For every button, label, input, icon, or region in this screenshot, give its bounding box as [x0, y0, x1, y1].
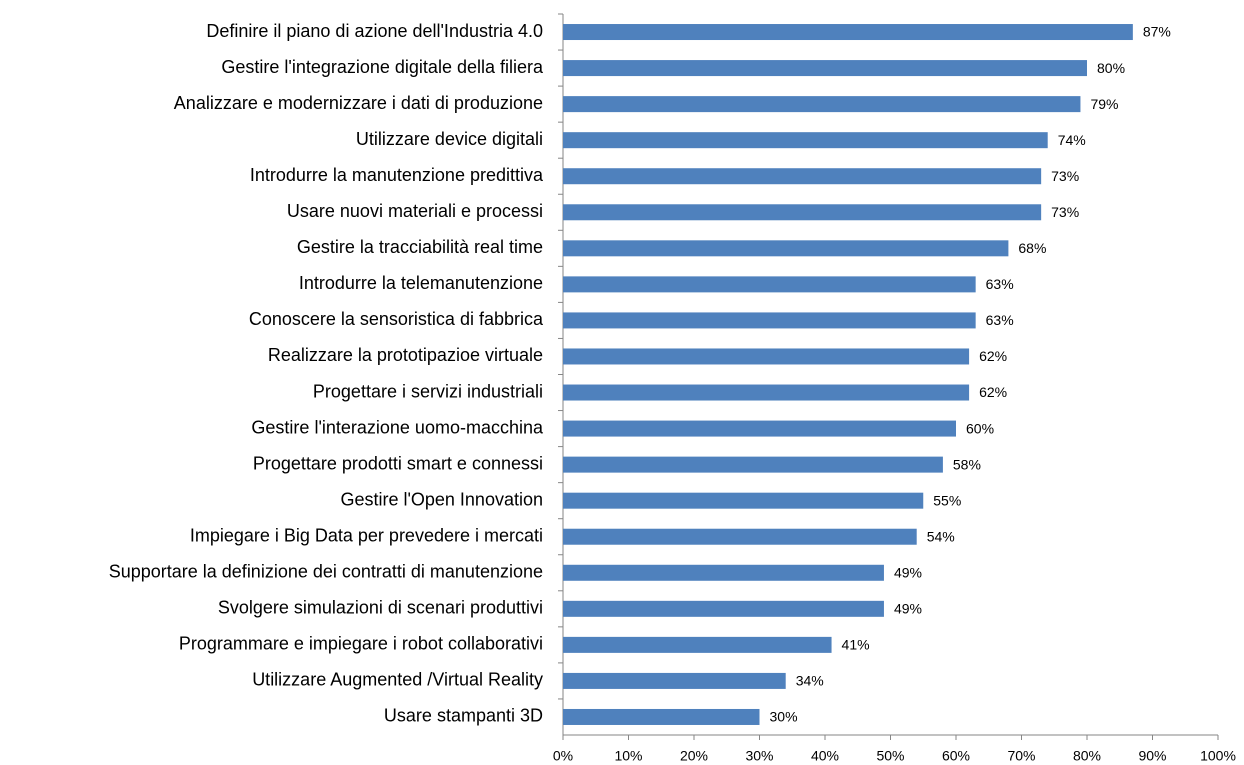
bar [563, 96, 1081, 113]
value-label: 49% [894, 601, 922, 617]
bar [563, 348, 970, 365]
y-tick-label: Progettare prodotti smart e connessi [253, 453, 543, 473]
y-tick-label: Utilizzare Augmented /Virtual Reality [252, 670, 543, 690]
bar [563, 132, 1048, 149]
y-tick-label: Utilizzare device digitali [356, 129, 543, 149]
value-label: 60% [966, 420, 994, 436]
value-label: 58% [953, 456, 981, 472]
value-label: 41% [842, 637, 870, 653]
bar [563, 636, 832, 653]
y-tick-label: Programmare e impiegare i robot collabor… [179, 634, 543, 654]
value-label: 80% [1097, 60, 1125, 76]
value-label: 55% [933, 492, 961, 508]
bar [563, 528, 917, 545]
y-tick-label: Realizzare la prototipazioe virtuale [268, 345, 543, 365]
x-tick-label: 80% [1073, 748, 1101, 764]
bar [563, 420, 956, 437]
value-label: 63% [986, 312, 1014, 328]
value-label: 73% [1051, 168, 1079, 184]
y-tick-label: Gestire l'interazione uomo-macchina [251, 417, 544, 437]
y-tick-label: Gestire l'Open Innovation [340, 489, 543, 509]
bar [563, 312, 976, 329]
value-label: 79% [1090, 96, 1118, 112]
y-tick-label: Supportare la definizione dei contratti … [109, 562, 543, 582]
x-tick-label: 90% [1138, 748, 1166, 764]
x-tick-label: 70% [1007, 748, 1035, 764]
bar [563, 60, 1087, 77]
y-tick-label: Svolgere simulazioni di scenari produtti… [218, 598, 543, 618]
value-label: 54% [927, 528, 955, 544]
x-tick-label: 100% [1200, 748, 1236, 764]
bar [563, 384, 970, 401]
x-tick-label: 20% [680, 748, 708, 764]
bar [563, 276, 976, 293]
y-tick-label: Introdurre la telemanutenzione [299, 273, 543, 293]
y-tick-label: Usare stampanti 3D [384, 706, 543, 726]
value-label: 63% [986, 276, 1014, 292]
bar [563, 708, 760, 725]
y-tick-label: Usare nuovi materiali e processi [287, 201, 543, 221]
bar [563, 204, 1042, 221]
y-tick-label: Definire il piano di azione dell'Industr… [206, 21, 543, 41]
bar [563, 600, 884, 617]
y-tick-label: Introdurre la manutenzione predittiva [250, 165, 544, 185]
x-tick-label: 50% [876, 748, 904, 764]
x-tick-label: 60% [942, 748, 970, 764]
bar [563, 168, 1042, 185]
value-label: 74% [1058, 132, 1086, 148]
value-label: 87% [1143, 24, 1171, 40]
x-tick-label: 30% [745, 748, 773, 764]
x-tick-label: 0% [553, 748, 573, 764]
y-tick-label: Analizzare e modernizzare i dati di prod… [174, 93, 543, 113]
bar [563, 456, 943, 473]
bar [563, 492, 924, 509]
x-tick-label: 10% [614, 748, 642, 764]
value-label: 34% [796, 673, 824, 689]
y-tick-label: Gestire la tracciabilità real time [297, 237, 543, 257]
bar [563, 24, 1133, 41]
value-label: 30% [770, 709, 798, 725]
value-label: 73% [1051, 204, 1079, 220]
y-tick-label: Impiegare i Big Data per prevedere i mer… [190, 525, 543, 545]
bar [563, 672, 786, 689]
x-tick-label: 40% [811, 748, 839, 764]
value-label: 68% [1018, 240, 1046, 256]
bar [563, 240, 1009, 257]
y-tick-label: Gestire l'integrazione digitale della fi… [221, 57, 544, 77]
bar [563, 564, 884, 581]
y-tick-label: Conoscere la sensoristica di fabbrica [249, 309, 544, 329]
value-label: 49% [894, 564, 922, 580]
y-tick-label: Progettare i servizi industriali [313, 381, 543, 401]
value-label: 62% [979, 348, 1007, 364]
value-label: 62% [979, 384, 1007, 400]
